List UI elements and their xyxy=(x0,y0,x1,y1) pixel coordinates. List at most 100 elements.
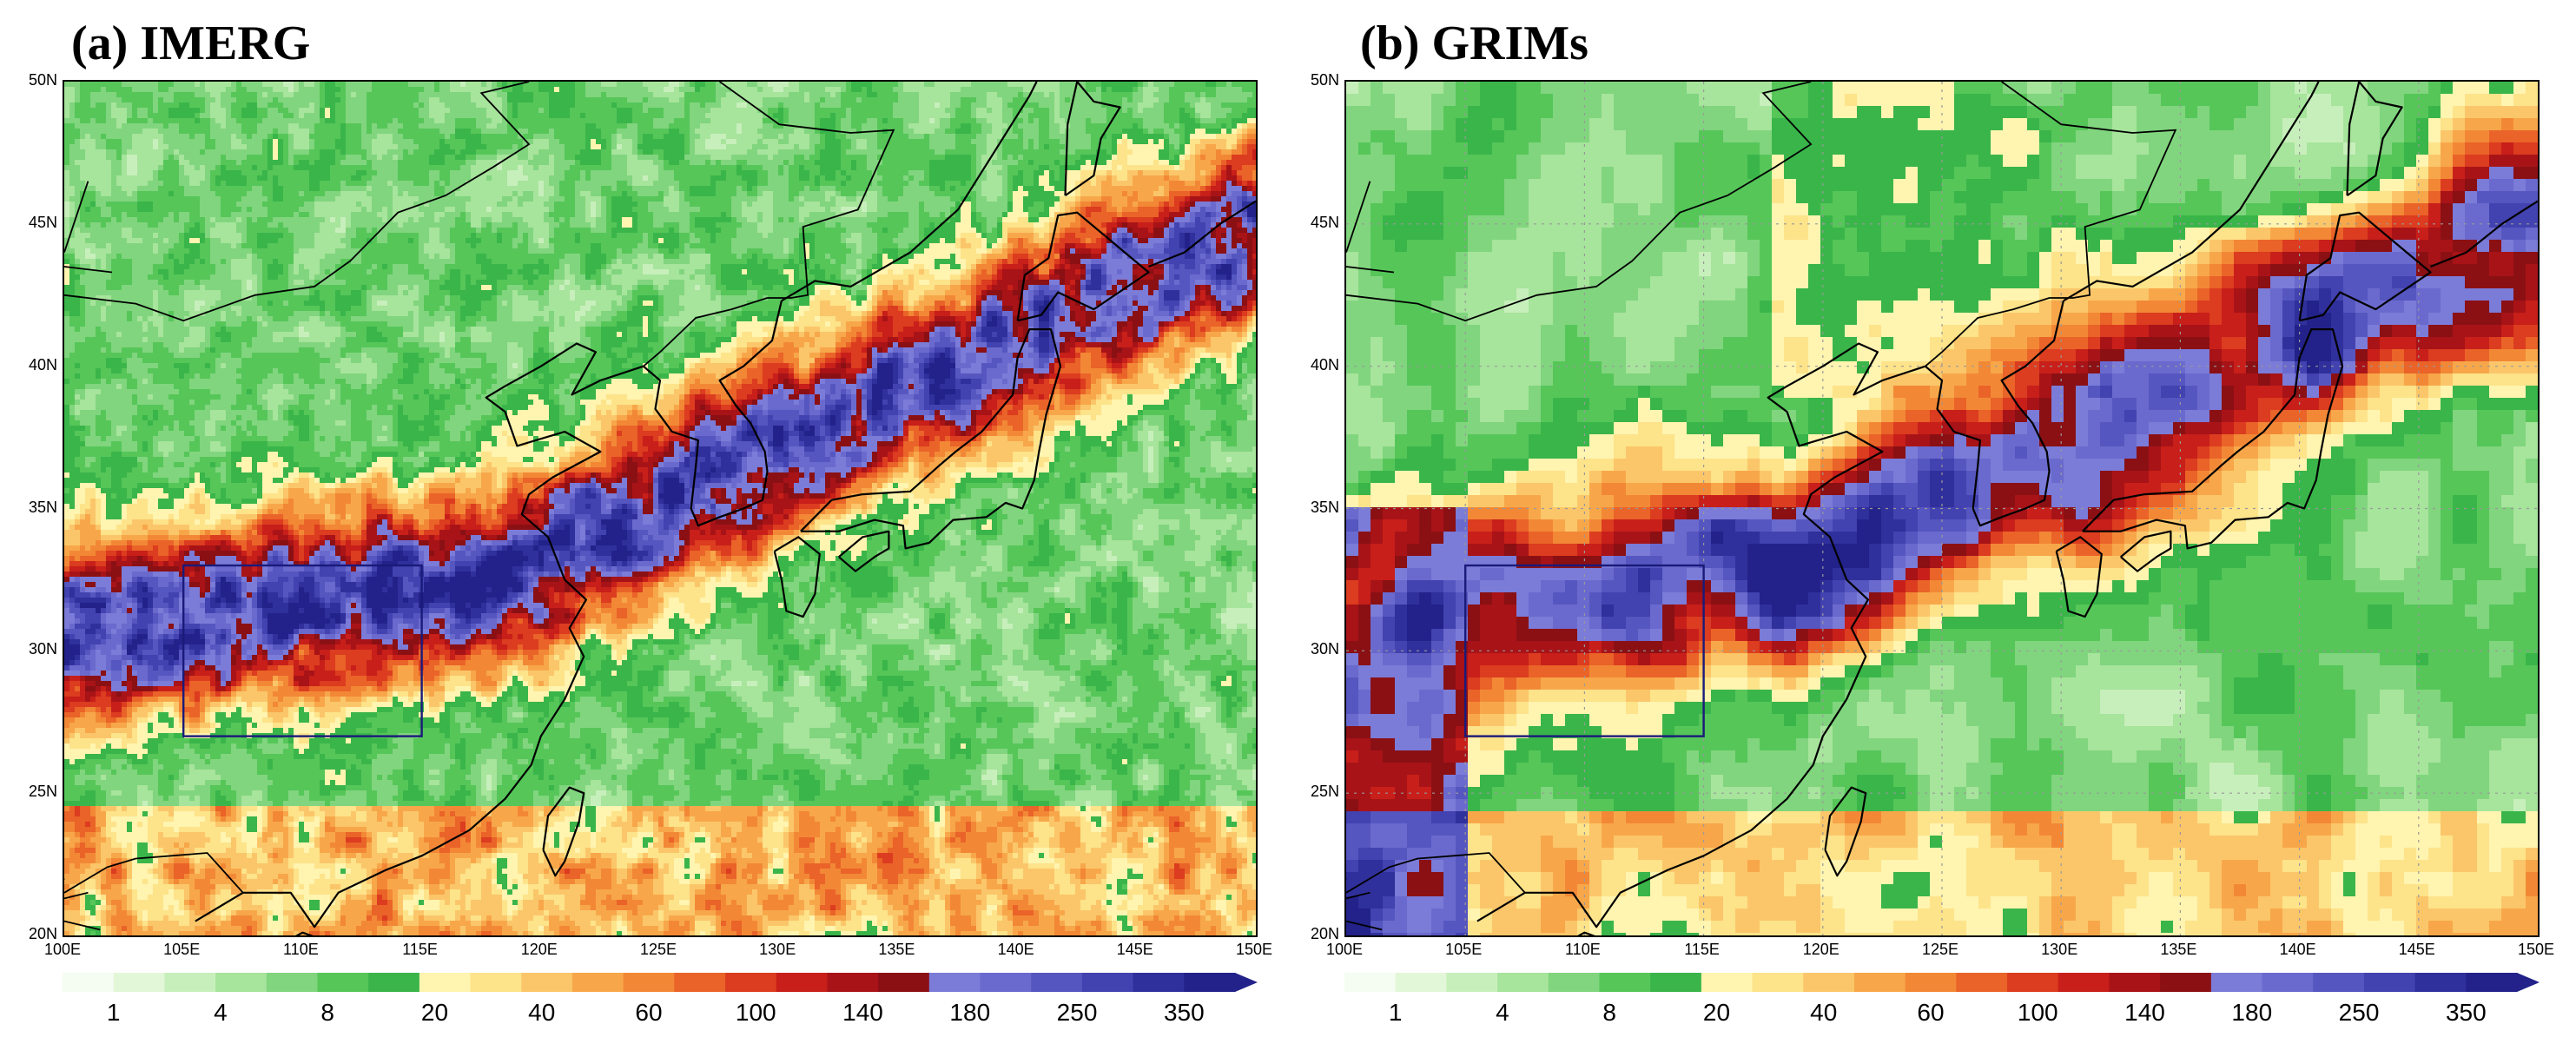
colorbar-swatch xyxy=(776,973,829,992)
latitude-tick-label: 35N xyxy=(28,498,57,516)
colorbar-swatch xyxy=(113,973,165,992)
border-line xyxy=(64,82,531,322)
colorbar-extend-arrow xyxy=(2517,973,2540,992)
latitude-tick-label: 30N xyxy=(28,640,57,658)
coastline xyxy=(2082,328,2344,550)
colorbar-swatch xyxy=(674,973,726,992)
longitude-tick-label: 140E xyxy=(2279,941,2316,958)
colorbar-swatch xyxy=(1853,973,1906,992)
colorbar-tick-label: 140 xyxy=(842,999,883,1026)
border-line xyxy=(1346,852,1526,894)
border-line xyxy=(1346,920,1383,931)
colorbar-swatch xyxy=(1905,973,1957,992)
latitude-tick-label: 40N xyxy=(1310,355,1339,373)
longitude-tick-label: 135E xyxy=(878,941,915,958)
border-line xyxy=(64,266,113,274)
precip-map-svg xyxy=(1346,82,2538,935)
colorbar-swatch xyxy=(2160,973,2212,992)
longitude-tick-label: 115E xyxy=(402,941,438,958)
longitude-tick-label: 120E xyxy=(1802,941,1840,958)
colorbar-tick-label: 250 xyxy=(2338,999,2380,1026)
longitude-tick-label: 100E xyxy=(1325,941,1364,958)
country-borders xyxy=(64,82,895,931)
colorbar-tick-label: 140 xyxy=(2124,999,2165,1026)
colorbar-tick-label: 100 xyxy=(735,999,776,1026)
colorbar-swatch xyxy=(1497,973,1549,992)
border-line xyxy=(1346,181,1371,253)
coastline xyxy=(195,342,644,928)
coastline xyxy=(1925,301,2064,527)
colorbar-swatch xyxy=(1184,973,1236,992)
coastline xyxy=(2120,530,2172,572)
colorbar-tick-label: 40 xyxy=(1810,999,1838,1026)
colorbar-swatch xyxy=(470,973,522,992)
colorbar-tick-label: 1 xyxy=(106,999,121,1026)
colorbar-swatch xyxy=(1956,973,2008,992)
longitude-tick-label: 100E xyxy=(43,941,82,958)
coastline xyxy=(1577,931,1595,935)
colorbar-swatch xyxy=(521,973,573,992)
colorbar-swatch xyxy=(2262,973,2314,992)
longitude-tick-label: 130E xyxy=(759,941,796,958)
colorbar-swatch xyxy=(63,973,115,992)
colorbar-swatch xyxy=(215,973,268,992)
colorbar-swatch xyxy=(2313,973,2365,992)
coastline xyxy=(773,536,821,618)
precip-map-svg xyxy=(64,82,1256,935)
border-line xyxy=(643,82,895,367)
colorbar-swatch xyxy=(266,973,319,992)
latitude-tick-label: 25N xyxy=(1310,783,1339,801)
longitude-tick-label: 115E xyxy=(1684,941,1720,958)
colorbar-swatch xyxy=(1395,973,1447,992)
border-line xyxy=(64,181,89,253)
panel-grims: (b) GRIMs 50N 45N 40N 35N 30N 25N 20N 100E 105E… xyxy=(1291,0,2576,1044)
latitude-tick-label: 20N xyxy=(1310,925,1339,942)
coastline xyxy=(295,931,314,935)
border-line xyxy=(64,891,89,900)
colorbar-swatch xyxy=(2109,973,2161,992)
latitude-tick-label: 45N xyxy=(1310,213,1339,231)
border-line xyxy=(1346,891,1371,900)
coastline xyxy=(2055,536,2103,618)
longitude-tick-label: 150E xyxy=(2517,941,2555,958)
coastline xyxy=(542,786,585,877)
coastlines xyxy=(195,82,1256,935)
colorbar-swatch xyxy=(1701,973,1754,992)
colorbar-swatch xyxy=(928,973,981,992)
colorbar-tick-label: 20 xyxy=(420,999,449,1026)
colorbar-swatch xyxy=(2210,973,2263,992)
border-line xyxy=(64,920,101,931)
colorbar-swatch xyxy=(368,973,420,992)
colorbar-tick-label: 20 xyxy=(1702,999,1731,1026)
longitude-tick-label: 135E xyxy=(2160,941,2197,958)
coastline xyxy=(2298,211,2432,322)
colorbar-swatch xyxy=(2057,973,2110,992)
colorbar-swatch xyxy=(164,973,216,992)
colorbar-swatch xyxy=(827,973,879,992)
colorbar-swatch xyxy=(1650,973,1702,992)
coastline xyxy=(781,82,1038,302)
colorbar-tick-label: 180 xyxy=(2231,999,2273,1026)
colorbar-tick-label: 60 xyxy=(635,999,663,1026)
colorbar-swatch xyxy=(1031,973,1083,992)
colorbar-swatch xyxy=(571,973,624,992)
colorbar-tick-label: 60 xyxy=(1917,999,1945,1026)
colorbar xyxy=(1344,973,2540,992)
panel-title: (a) IMERG xyxy=(71,17,311,70)
coastline xyxy=(2346,82,2403,197)
analysis-region-box xyxy=(182,564,423,737)
latitude-tick-label: 25N xyxy=(28,783,57,801)
colorbar-swatch xyxy=(1344,973,1397,992)
longitude-tick-label: 105E xyxy=(163,941,201,958)
coastline xyxy=(643,301,783,527)
latitude-tick-label: 35N xyxy=(1310,498,1339,516)
border-line xyxy=(64,852,244,894)
colorbar-tick-label: 8 xyxy=(320,999,334,1026)
precipitation-field xyxy=(1346,82,2538,935)
longitude-tick-label: 145E xyxy=(1116,941,1153,958)
border-line xyxy=(1925,82,2177,367)
coastline xyxy=(1064,82,1121,197)
colorbar-swatch xyxy=(2007,973,2059,992)
border-line xyxy=(1346,82,1813,322)
colorbar-swatch xyxy=(2363,973,2416,992)
